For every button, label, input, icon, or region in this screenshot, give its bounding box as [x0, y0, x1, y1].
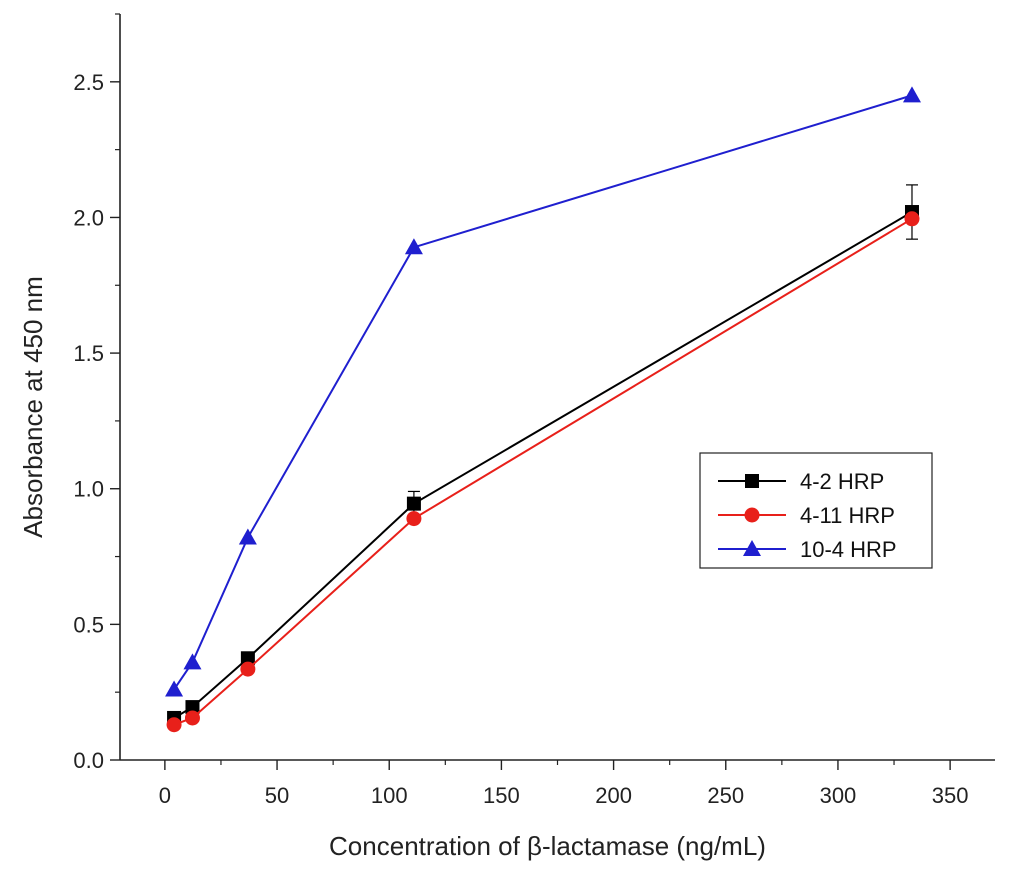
y-tick-label: 0.5 — [73, 612, 104, 637]
data-point — [240, 651, 255, 666]
x-tick-label: 350 — [932, 783, 969, 808]
legend-label: 4-11 HRP — [800, 503, 895, 528]
y-tick-label: 1.0 — [73, 477, 104, 502]
x-axis-title: Concentration of β-lactamase (ng/mL) — [329, 831, 766, 861]
x-tick-label: 100 — [371, 783, 408, 808]
x-tick-label: 300 — [820, 783, 857, 808]
legend: 4-2 HRP 4-11 HRP 10-4 HRP — [699, 452, 933, 569]
legend-marker — [745, 474, 759, 488]
x-tick-label: 150 — [483, 783, 520, 808]
series-line — [173, 94, 913, 691]
data-point — [406, 511, 422, 527]
data-point — [184, 710, 200, 726]
y-tick-label: 2.0 — [73, 205, 104, 230]
data-point — [166, 717, 182, 733]
legend-marker — [743, 540, 761, 556]
legend-item: 4-11 HRP — [718, 503, 895, 528]
data-point — [902, 86, 921, 103]
legend-marker — [744, 507, 760, 523]
y-tick-label: 0.0 — [73, 748, 104, 773]
y-tick-label: 1.5 — [73, 341, 104, 366]
data-point — [404, 238, 423, 255]
legend-label: 4-2 HRP — [800, 469, 884, 494]
data-point — [183, 653, 202, 670]
x-tick-label: 200 — [595, 783, 632, 808]
data-point — [904, 211, 920, 227]
data-point — [238, 528, 257, 545]
data-point — [406, 496, 421, 511]
axes: 0 50 100 150 200 250 300 350 0.0 0.5 1.0 1.5 2.0 2.5 — [73, 13, 995, 808]
x-tick-label: 0 — [159, 783, 171, 808]
x-tick-label: 50 — [265, 783, 289, 808]
data-point — [240, 661, 256, 677]
data-point — [165, 680, 184, 697]
x-tick-label: 250 — [707, 783, 744, 808]
legend-item: 10-4 HRP — [718, 537, 897, 562]
y-axis-title: Absorbance at 450 nm — [18, 276, 48, 538]
series-10-4-hrp — [165, 86, 921, 697]
legend-label: 10-4 HRP — [800, 537, 897, 562]
y-tick-label: 2.5 — [73, 70, 104, 95]
series-4-11-hrp — [166, 211, 920, 733]
series-layer — [165, 86, 921, 733]
data-point — [185, 700, 200, 715]
legend-item: 4-2 HRP — [718, 469, 884, 494]
